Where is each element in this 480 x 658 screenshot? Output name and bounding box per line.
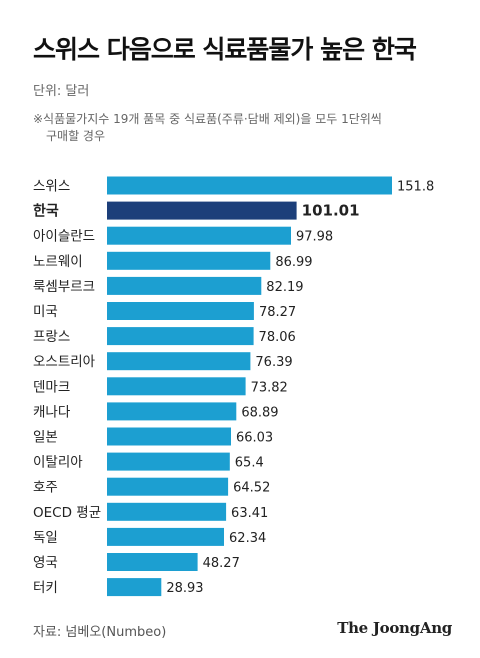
category-label: OECD 평균 bbox=[33, 505, 101, 521]
value-label: 97.98 bbox=[296, 230, 333, 245]
value-label: 68.89 bbox=[241, 405, 278, 420]
bar bbox=[107, 402, 237, 421]
category-label: 프랑스 bbox=[33, 329, 70, 345]
value-label: 82.19 bbox=[266, 280, 303, 295]
footnote: ※식품물가지수 19개 품목 중 식료품(주류·담배 제외)을 모두 1단위씩 … bbox=[33, 111, 453, 145]
value-label: 66.03 bbox=[236, 431, 273, 446]
category-label: 아이슬란드 bbox=[33, 229, 95, 245]
category-label: 오스트리아 bbox=[33, 354, 96, 370]
bar bbox=[107, 477, 229, 496]
bar bbox=[107, 452, 230, 471]
category-label: 한국 bbox=[33, 204, 59, 220]
value-label: 48.27 bbox=[203, 556, 240, 571]
category-label: 캐나다 bbox=[33, 404, 71, 420]
value-label: 78.06 bbox=[259, 330, 296, 345]
bar bbox=[107, 527, 224, 546]
bar bbox=[107, 553, 198, 571]
category-label: 일본 bbox=[33, 430, 58, 446]
brand-logo: The JoongAng bbox=[337, 619, 452, 637]
category-label: 스위스 bbox=[33, 179, 70, 195]
bar bbox=[107, 352, 251, 371]
bar bbox=[107, 427, 231, 446]
value-label: 151.8 bbox=[397, 180, 434, 195]
category-label: 룩셈부르크 bbox=[33, 279, 95, 295]
unit-label: 단위: 달러 bbox=[33, 84, 90, 99]
bar bbox=[107, 176, 392, 195]
chart-title: 스위스 다음으로 식료품물가 높은 한국 bbox=[33, 35, 417, 64]
value-label: 64.52 bbox=[233, 481, 270, 496]
category-label: 독일 bbox=[33, 530, 58, 546]
category-label: 덴마크 bbox=[33, 379, 70, 395]
bar bbox=[107, 377, 246, 396]
value-label: 65.4 bbox=[235, 456, 264, 471]
bar bbox=[107, 502, 227, 521]
bar bbox=[107, 201, 297, 220]
bar bbox=[107, 251, 271, 270]
value-label: 78.27 bbox=[259, 305, 296, 320]
value-label: 28.93 bbox=[166, 581, 203, 596]
bar bbox=[107, 302, 254, 320]
value-label: 73.82 bbox=[251, 380, 288, 395]
footnote-line-1: ※식품물가지수 19개 품목 중 식료품(주류·담배 제외)을 모두 1단위씩 bbox=[33, 112, 382, 126]
bar bbox=[107, 276, 262, 295]
value-label: 62.34 bbox=[229, 531, 266, 546]
category-label: 영국 bbox=[33, 555, 58, 571]
bar bbox=[107, 578, 162, 597]
category-label: 이탈리아 bbox=[33, 455, 83, 471]
category-label: 노르웨이 bbox=[33, 254, 83, 270]
bar bbox=[107, 327, 254, 346]
category-label: 미국 bbox=[33, 304, 58, 320]
value-label: 86.99 bbox=[275, 255, 312, 270]
bar bbox=[107, 226, 291, 245]
source-label: 자료: 넘베오(Numbeo) bbox=[33, 625, 167, 640]
value-label: 101.01 bbox=[302, 202, 360, 220]
category-label: 호주 bbox=[33, 480, 58, 496]
footnote-line-2: 구매할 경우 bbox=[46, 129, 106, 143]
value-label: 76.39 bbox=[255, 355, 292, 370]
category-label: 터키 bbox=[33, 580, 58, 596]
value-label: 63.41 bbox=[231, 506, 268, 521]
